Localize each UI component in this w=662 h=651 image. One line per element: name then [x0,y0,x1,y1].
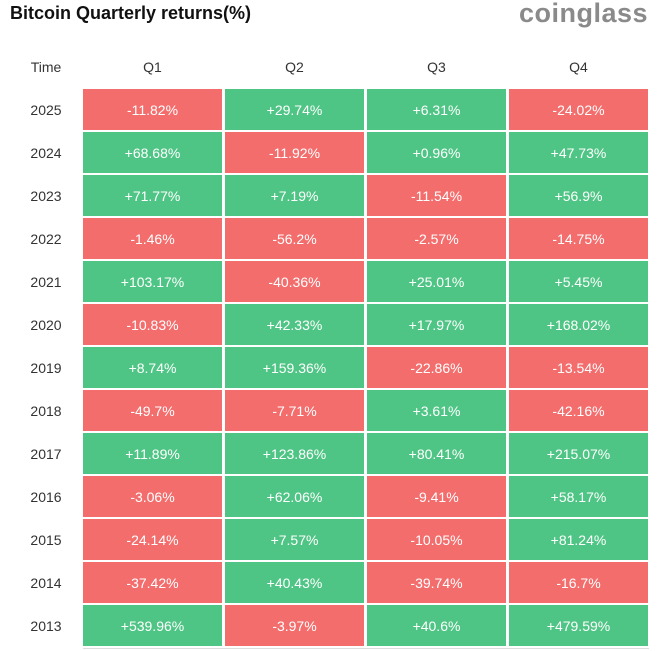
return-cell: +62.06% [225,476,364,517]
rule [83,648,649,649]
return-cell: +56.9% [509,175,648,216]
return-cell: -2.57% [367,218,506,259]
row-label: 2021 [30,273,62,290]
return-cell: -13.54% [509,347,648,388]
return-cell: -3.06% [83,476,222,517]
return-cell: +40.43% [225,562,364,603]
row-label: 2013 [30,617,62,634]
return-cell: -10.83% [83,304,222,345]
row-label: 2023 [30,187,62,204]
return-cell: +47.73% [509,132,648,173]
return-cell: -39.74% [367,562,506,603]
return-cell: -22.86% [367,347,506,388]
logo: coinglass [518,0,648,28]
return-cell: -11.82% [83,89,222,130]
column-header: Time [30,59,62,75]
column-header: Q3 [427,59,446,75]
row-label: 2020 [30,316,62,333]
return-cell: -11.92% [225,132,364,173]
column-header: Q1 [143,59,162,75]
return-cell: +5.45% [509,261,648,302]
return-cell: -16.7% [509,562,648,603]
return-cell: -40.36% [225,261,364,302]
row-label: 2024 [30,144,62,161]
row-label: 2018 [30,402,62,419]
return-cell: +7.57% [225,519,364,560]
return-cell: -3.97% [225,605,364,646]
return-cell: +7.19% [225,175,364,216]
return-cell: +123.86% [225,433,364,474]
return-cell: -37.42% [83,562,222,603]
return-cell: -7.71% [225,390,364,431]
return-cell: -14.75% [509,218,648,259]
return-cell: +42.33% [225,304,364,345]
row-label: 2015 [30,531,62,548]
row-label: 2022 [30,230,62,247]
return-cell: +40.6% [367,605,506,646]
return-cell: -11.54% [367,175,506,216]
return-cell: -24.02% [509,89,648,130]
title: Bitcoin Quarterly returns(%) [10,3,252,23]
return-cell: -24.14% [83,519,222,560]
row-label: 2016 [30,488,62,505]
return-cell: +68.68% [83,132,222,173]
return-cell: +3.61% [367,390,506,431]
return-cell: +8.74% [83,347,222,388]
row-label: 2014 [30,574,62,591]
return-cell: +80.41% [367,433,506,474]
return-cell: -1.46% [83,218,222,259]
return-cell: +0.96% [367,132,506,173]
return-cell: +17.97% [367,304,506,345]
column-header: Q2 [285,59,304,75]
row-label: 2017 [30,445,62,462]
row-label: 2025 [30,101,62,118]
return-cell: -56.2% [225,218,364,259]
row-label: 2019 [30,359,62,376]
return-cell: +159.36% [225,347,364,388]
return-cell: -9.41% [367,476,506,517]
return-cell: +215.07% [509,433,648,474]
return-cell: +539.96% [83,605,222,646]
return-cell: +6.31% [367,89,506,130]
return-cell: +81.24% [509,519,648,560]
return-cell: -49.7% [83,390,222,431]
return-cell: +29.74% [225,89,364,130]
return-cell: +58.17% [509,476,648,517]
return-cell: -10.05% [367,519,506,560]
return-cell: +25.01% [367,261,506,302]
return-cell: +11.89% [83,433,222,474]
return-cell: +103.17% [83,261,222,302]
return-cell: -42.16% [509,390,648,431]
return-cell: +71.77% [83,175,222,216]
return-cell: +168.02% [509,304,648,345]
return-cell: +479.59% [509,605,648,646]
column-header: Q4 [569,59,588,75]
